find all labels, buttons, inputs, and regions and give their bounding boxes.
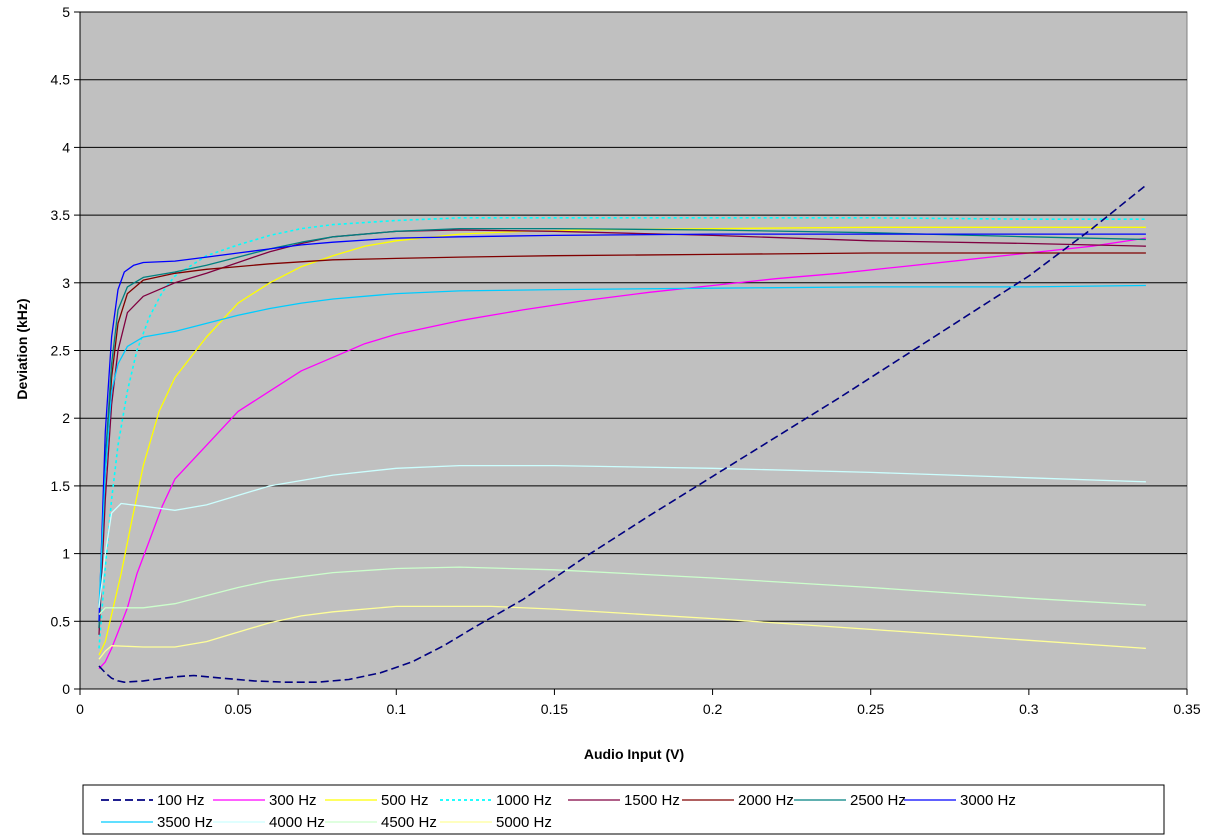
series-line-2000-hz [98, 252, 1146, 629]
x-tick-label: 0.3 [1019, 701, 1039, 717]
x-tick-label: 0.1 [387, 701, 407, 717]
x-axis-title: Audio Input (V) [584, 746, 684, 762]
legend-label: 2500 Hz [850, 792, 906, 809]
y-tick-label: 3.5 [51, 207, 71, 223]
legend-label: 5000 Hz [496, 814, 552, 831]
legend-label: 100 Hz [157, 792, 205, 809]
y-tick-label: 2 [62, 410, 70, 426]
legend: 100 Hz 300 Hz 500 Hz 1000 Hz 1500 Hz 2000 Hz 2… [82, 784, 1165, 835]
series-line-1500-hz [98, 229, 1146, 635]
series-line-4500-hz [98, 566, 1146, 615]
y-axis-title: Deviation (kHz) [14, 298, 30, 399]
y-tick-labels: 0 0.5 1 1.5 2 2.5 3 3.5 4 4.5 5 [51, 4, 71, 697]
legend-label: 300 Hz [269, 792, 317, 809]
legend-box [82, 784, 1165, 835]
y-tick-label: 1.5 [51, 478, 71, 494]
series-line-1000-hz [98, 217, 1146, 649]
gridlines [80, 11, 1187, 622]
legend-label: 3000 Hz [960, 792, 1016, 809]
legend-label: 3500 Hz [157, 814, 213, 831]
legend-label: 2000 Hz [738, 792, 794, 809]
legend-label: 1000 Hz [496, 792, 552, 809]
x-tick-label: 0.25 [857, 701, 884, 717]
series-line-5000-hz [98, 605, 1146, 660]
series-line-3000-hz [98, 233, 1146, 622]
y-tick-label: 1 [62, 546, 70, 562]
y-tick-label: 5 [62, 4, 70, 20]
series-line-4000-hz [98, 464, 1146, 608]
x-tick-label: 0.15 [541, 701, 568, 717]
legend-label: 500 Hz [381, 792, 429, 809]
x-tick-label: 0 [76, 701, 84, 717]
y-tick-label: 0 [62, 681, 70, 697]
series-line-100-hz [98, 184, 1147, 684]
y-tick-label: 4 [62, 139, 70, 155]
y-tick-label: 4.5 [51, 72, 71, 88]
x-tick-label: 0.2 [703, 701, 723, 717]
legend-label: 1500 Hz [624, 792, 680, 809]
axes [74, 11, 1188, 695]
series-line-3500-hz [98, 284, 1146, 608]
legend-label: 4500 Hz [381, 814, 437, 831]
x-tick-labels: 0 0.05 0.1 0.15 0.2 0.25 0.3 0.35 [76, 701, 1201, 717]
x-tick-label: 0.05 [225, 701, 252, 717]
y-tick-label: 3 [62, 275, 70, 291]
series-line-300-hz [98, 237, 1146, 670]
legend-label: 4000 Hz [269, 814, 325, 831]
y-tick-label: 2.5 [51, 343, 71, 359]
x-tick-label: 0.35 [1173, 701, 1200, 717]
y-tick-label: 0.5 [51, 613, 71, 629]
series-lines [98, 184, 1147, 684]
